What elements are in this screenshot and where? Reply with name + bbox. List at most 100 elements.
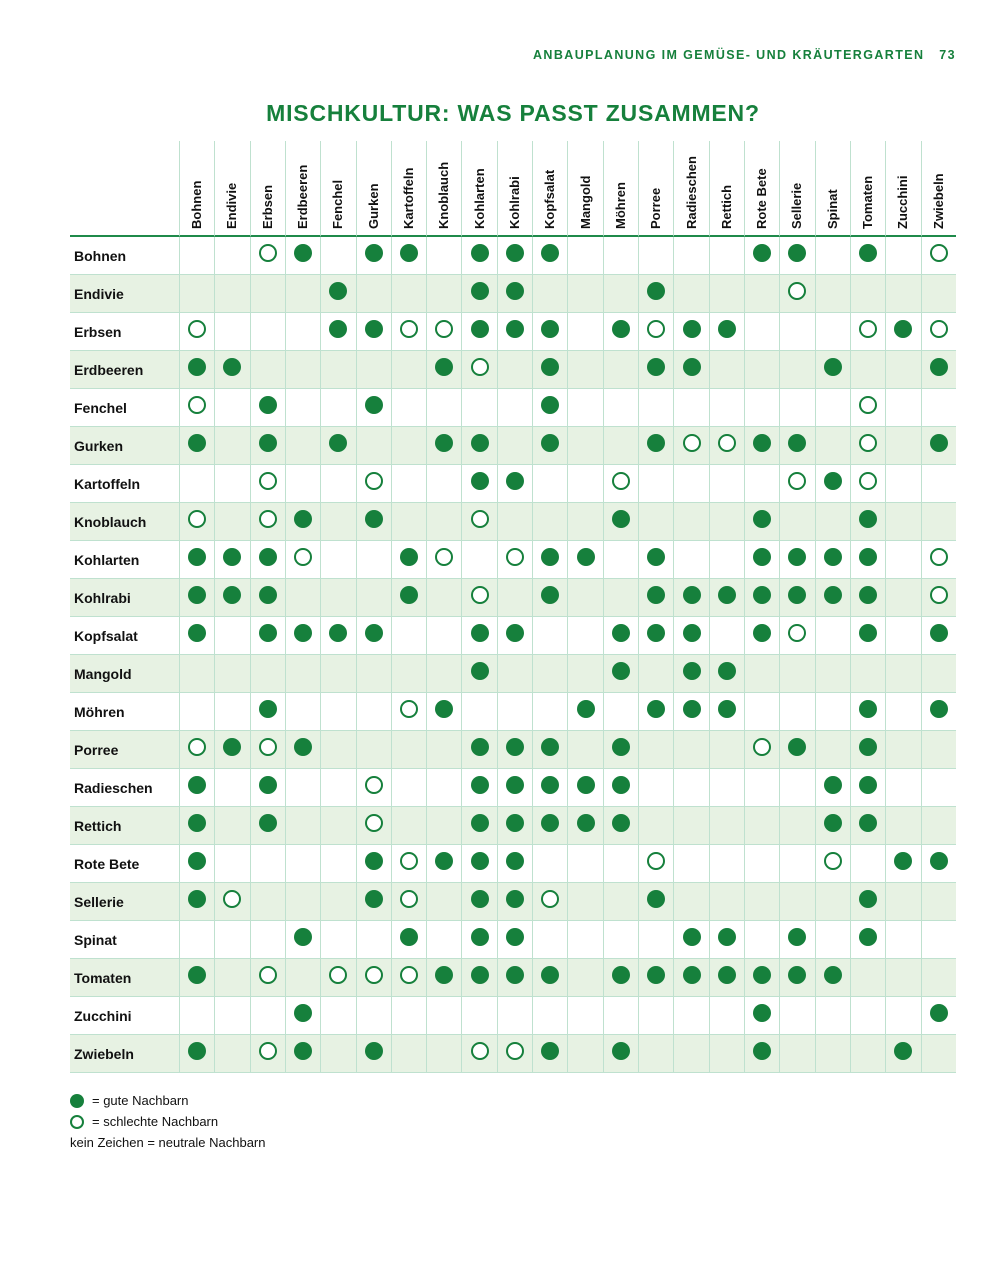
table-row: Zucchini [70,997,956,1035]
filled-circle-icon [365,890,383,908]
matrix-cell [497,997,532,1035]
matrix-cell [532,959,567,997]
filled-circle-icon [365,244,383,262]
filled-circle-icon [753,244,771,262]
matrix-cell [214,883,249,921]
matrix-cell [779,313,814,351]
matrix-cell [744,693,779,731]
table-row: Endivie [70,275,956,313]
matrix-cell [214,959,249,997]
filled-circle-icon [612,320,630,338]
matrix-cell [673,655,708,693]
matrix-cell [391,237,426,275]
filled-circle-icon [70,1094,84,1108]
filled-circle-icon [259,700,277,718]
column-header-label: Gurken [367,215,381,229]
matrix-cell [532,427,567,465]
matrix-cell [250,769,285,807]
matrix-cell [885,921,920,959]
matrix-cell [356,313,391,351]
filled-circle-icon [259,624,277,642]
filled-circle-icon [188,814,206,832]
matrix-cell [356,731,391,769]
matrix-cell [921,883,956,921]
matrix-cell [461,807,496,845]
matrix-cell [638,769,673,807]
matrix-cell [885,655,920,693]
matrix-cell [709,351,744,389]
matrix-cell [285,275,320,313]
matrix-cell [356,769,391,807]
matrix-cell [709,237,744,275]
matrix-cell [320,769,355,807]
filled-circle-icon [824,814,842,832]
matrix-cell [461,655,496,693]
matrix-cell [850,541,885,579]
hollow-circle-icon [930,548,948,566]
matrix-cell [426,883,461,921]
table-row: Erbsen [70,313,956,351]
filled-circle-icon [824,586,842,604]
matrix-cell [921,313,956,351]
matrix-cell [179,845,214,883]
matrix-cell [921,351,956,389]
column-header-label: Zwiebeln [932,215,946,229]
matrix-cell [214,845,249,883]
filled-circle-icon [647,624,665,642]
matrix-cell [744,427,779,465]
table-row: Kohlrabi [70,579,956,617]
hollow-circle-icon [718,434,736,452]
column-header-label: Rettich [720,215,734,229]
page-title: MISCHKULTUR: WAS PASST ZUSAMMEN? [70,100,956,127]
matrix-cell [779,731,814,769]
matrix-cell [532,389,567,427]
filled-circle-icon [471,244,489,262]
matrix-cell [638,1035,673,1073]
matrix-cell [250,959,285,997]
matrix-cell [356,655,391,693]
row-label: Sellerie [70,883,179,921]
table-row: Knoblauch [70,503,956,541]
matrix-cell [532,883,567,921]
filled-circle-icon [753,586,771,604]
filled-circle-icon [541,320,559,338]
filled-circle-icon [471,928,489,946]
matrix-cell [673,237,708,275]
matrix-cell [461,351,496,389]
matrix-cell [673,541,708,579]
hollow-circle-icon [541,890,559,908]
matrix-cell [250,427,285,465]
matrix-cell [744,921,779,959]
filled-circle-icon [788,548,806,566]
matrix-cell [567,541,602,579]
filled-circle-icon [541,814,559,832]
matrix-cell [744,389,779,427]
matrix-cell [567,313,602,351]
filled-circle-icon [188,586,206,604]
filled-circle-icon [471,814,489,832]
filled-circle-icon [930,852,948,870]
matrix-cell [744,313,779,351]
matrix-cell [391,1035,426,1073]
filled-circle-icon [259,814,277,832]
filled-circle-icon [683,358,701,376]
filled-circle-icon [471,738,489,756]
matrix-cell [567,997,602,1035]
page-number: 73 [939,48,956,62]
matrix-cell [214,313,249,351]
matrix-cell [179,807,214,845]
matrix-cell [214,921,249,959]
matrix-cell [921,959,956,997]
matrix-cell [320,313,355,351]
hollow-circle-icon [70,1115,84,1129]
matrix-cell [285,1035,320,1073]
filled-circle-icon [188,966,206,984]
filled-circle-icon [647,358,665,376]
matrix-cell [250,921,285,959]
matrix-cell [638,313,673,351]
filled-circle-icon [294,510,312,528]
matrix-cell [426,769,461,807]
row-label: Tomaten [70,959,179,997]
hollow-circle-icon [824,852,842,870]
hollow-circle-icon [788,282,806,300]
